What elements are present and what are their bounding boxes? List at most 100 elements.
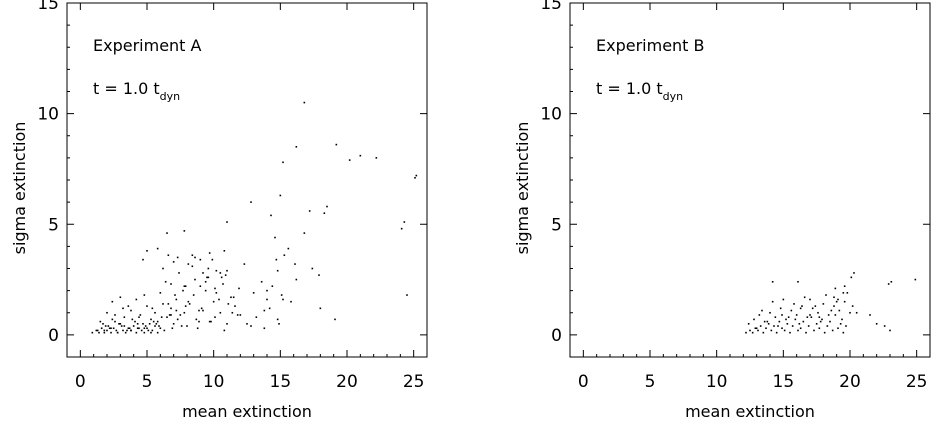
data-point [139, 314, 142, 316]
data-point [771, 300, 774, 303]
data-point [115, 329, 118, 332]
data-point [755, 327, 758, 330]
data-point [751, 331, 754, 334]
data-point [162, 267, 164, 270]
data-point [239, 314, 242, 316]
plot-frame [66, 2, 428, 358]
data-point [238, 287, 240, 290]
data-point [206, 276, 208, 279]
data-point [212, 300, 215, 303]
data-point [817, 311, 819, 314]
data-point [749, 329, 751, 332]
data-point [151, 329, 154, 332]
data-point [763, 320, 766, 323]
data-point [131, 318, 134, 321]
data-point [132, 325, 135, 327]
data-point [183, 285, 186, 287]
data-point [135, 331, 138, 334]
data-point [159, 292, 162, 294]
data-point [166, 232, 168, 234]
data-point [222, 283, 224, 285]
data-point [415, 174, 418, 177]
data-point [194, 278, 196, 281]
x-tick-label: 0 [578, 372, 589, 392]
data-point [107, 325, 110, 327]
y-tick-label: 0 [551, 326, 562, 346]
data-point [143, 294, 146, 296]
data-point [785, 318, 787, 321]
data-point [112, 327, 115, 330]
data-point [179, 314, 182, 316]
data-point [303, 101, 306, 104]
data-point [138, 327, 140, 330]
data-point [826, 325, 829, 327]
y-tick-label: 5 [48, 215, 59, 235]
data-point [192, 294, 195, 296]
data-point [838, 309, 841, 312]
data-point [208, 252, 211, 254]
data-point [182, 289, 184, 292]
data-point [842, 292, 845, 294]
data-point [123, 316, 126, 318]
data-point [774, 316, 777, 318]
data-point [135, 298, 138, 301]
data-point [295, 146, 298, 148]
data-point [191, 265, 194, 268]
data-point [156, 331, 159, 334]
data-point [414, 176, 416, 179]
data-point [348, 159, 351, 161]
data-point [753, 318, 755, 321]
x-tick-label: 5 [142, 372, 153, 392]
scatter-points [745, 272, 917, 334]
data-point [841, 318, 843, 321]
data-point [106, 329, 108, 332]
data-point [830, 309, 833, 312]
data-point [114, 314, 116, 316]
data-point [234, 305, 236, 307]
data-point [773, 325, 775, 327]
data-point [150, 331, 152, 334]
data-point [111, 300, 114, 303]
data-point [290, 300, 292, 303]
data-point [110, 327, 112, 330]
data-point [143, 327, 146, 330]
data-point [91, 331, 94, 334]
data-point [255, 316, 258, 318]
data-point [769, 311, 771, 314]
data-point [252, 292, 255, 294]
data-point [124, 331, 127, 334]
data-point [818, 327, 821, 330]
data-point [805, 331, 807, 334]
experiment-label: Experiment A [93, 36, 202, 55]
data-point [96, 329, 99, 332]
data-point [829, 320, 831, 323]
data-point [122, 329, 124, 332]
data-point [184, 285, 187, 287]
experiment-label: Experiment B [596, 36, 705, 55]
data-point [855, 311, 858, 314]
data-point [326, 205, 328, 208]
data-point [144, 325, 147, 327]
data-point [914, 278, 917, 281]
data-point [263, 327, 266, 330]
data-point [834, 314, 837, 316]
data-point [810, 316, 813, 318]
data-point [263, 309, 266, 312]
data-point [186, 325, 188, 327]
data-point [831, 329, 834, 332]
data-point [236, 314, 239, 316]
data-point [843, 300, 846, 303]
data-point [798, 323, 801, 325]
data-point [175, 298, 178, 301]
data-point [110, 331, 112, 334]
data-point [833, 296, 835, 299]
data-point [140, 329, 143, 332]
data-point [375, 157, 378, 159]
data-point [202, 309, 204, 312]
data-point [142, 323, 144, 325]
data-point [128, 327, 131, 330]
data-point [146, 327, 148, 330]
time-label-subscript: dyn [160, 90, 180, 103]
data-point [136, 327, 139, 330]
data-point [227, 303, 230, 305]
